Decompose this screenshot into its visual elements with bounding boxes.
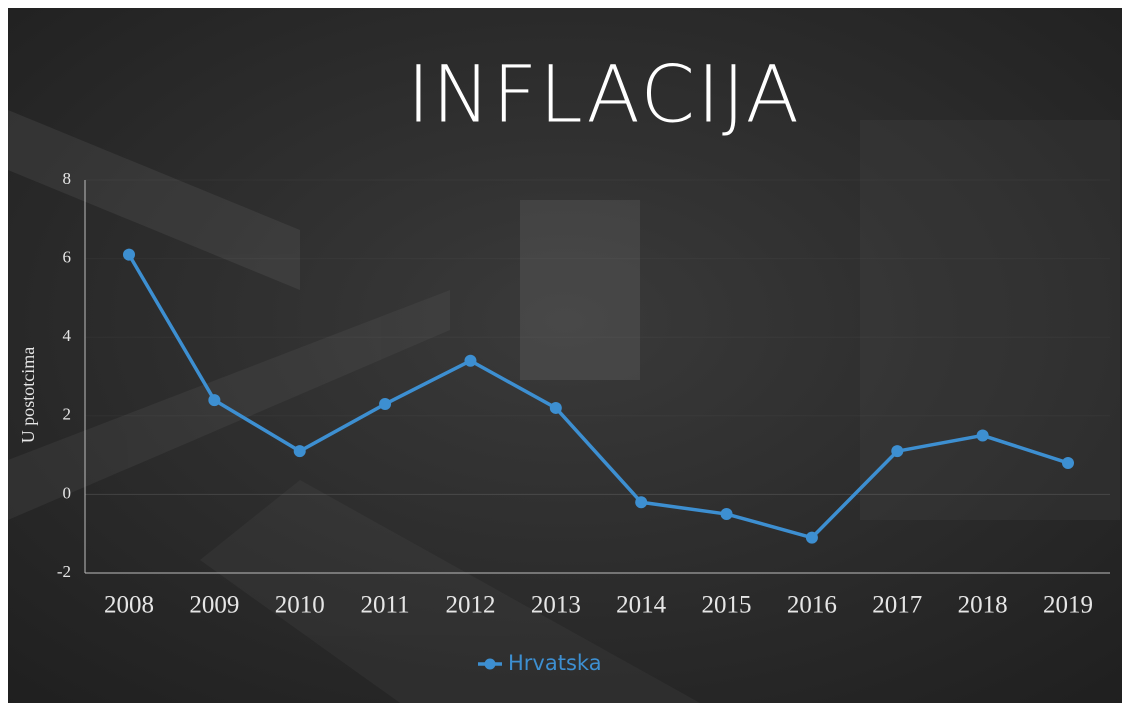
point [720,508,733,521]
y-tick-label: 8 [63,169,72,188]
y-tick-label: 6 [63,248,72,267]
point [635,496,648,509]
x-tick-label: 2019 [1043,592,1093,619]
chart-title: INFLACIJA [407,51,801,141]
x-tick-label: 2010 [275,592,325,619]
point [1062,456,1074,469]
x-tick-label: 2014 [616,592,667,619]
y-axis-label: U postotcima [18,347,38,444]
point [549,401,562,414]
point [464,354,477,367]
point [805,531,818,544]
line [127,253,1069,540]
point [123,248,135,261]
x-tick-label: 2016 [787,592,837,619]
point [891,445,904,458]
x-tick-label: 2015 [702,592,752,619]
x-tick-label: 2012 [445,592,495,619]
point [379,398,392,411]
point [208,394,221,407]
background [8,8,1122,703]
y-tick-label: 0 [63,483,72,502]
y-tick-label: 4 [63,326,72,345]
point [293,445,306,458]
x-tick-label: 2008 [104,592,154,619]
background-photo [8,110,1120,703]
x-tick-label: 2018 [958,592,1008,619]
x-tick-label: 2017 [872,592,922,619]
point [976,429,989,442]
y-tick-label: -2 [57,562,71,581]
x-tick-label: 2009 [189,592,239,619]
x-tick-label: 2013 [531,592,581,619]
y-tick-label: 2 [63,405,72,424]
legend-label: Hrvatska [508,651,602,675]
x-tick-label: 2011 [361,592,410,619]
legend-marker [484,658,496,670]
